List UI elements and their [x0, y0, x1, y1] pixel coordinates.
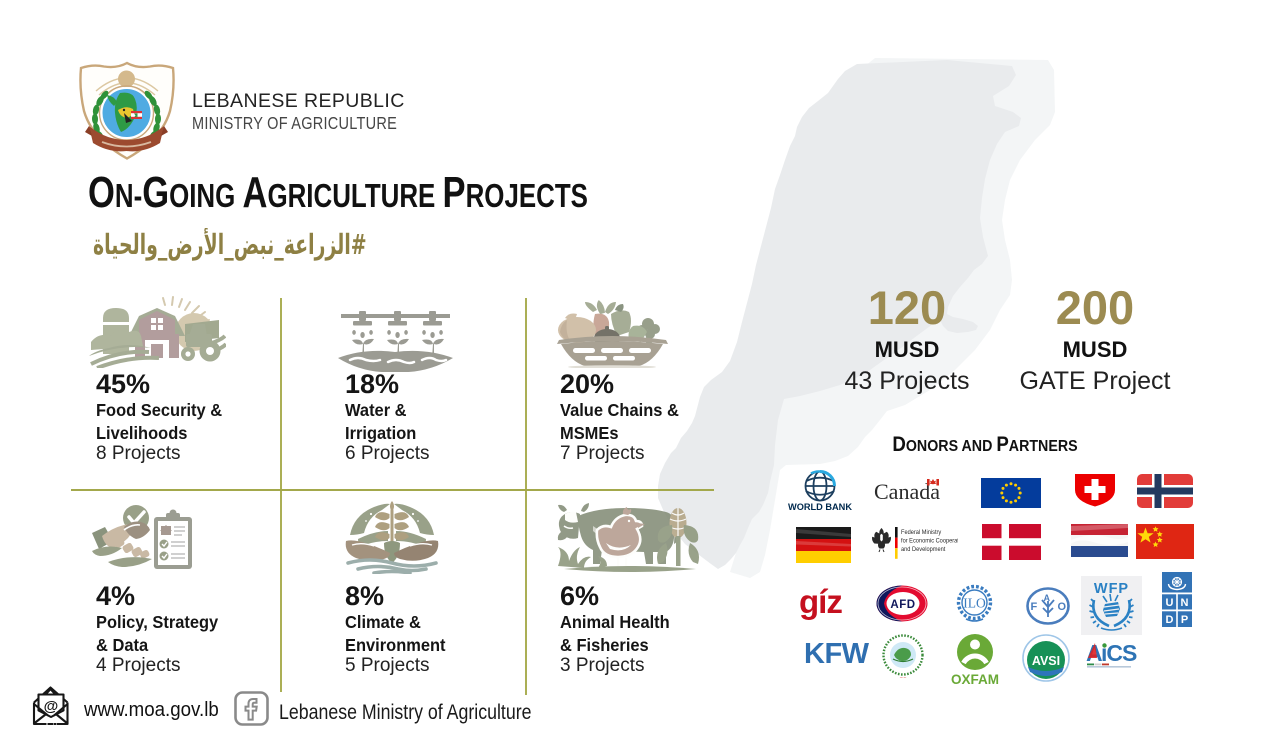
svg-text:P: P	[1181, 614, 1188, 626]
svg-text:WORLD BANK: WORLD BANK	[788, 502, 852, 512]
svg-text:AVSI: AVSI	[1032, 654, 1060, 668]
svg-text:Federal Ministry: Federal Ministry	[901, 530, 941, 536]
svg-text:iCS: iCS	[1101, 640, 1137, 666]
svg-text:U: U	[1166, 597, 1174, 609]
svg-text:N: N	[1181, 597, 1189, 609]
svg-text:ILO: ILO	[963, 596, 986, 611]
svg-text:F: F	[1031, 601, 1038, 613]
svg-text:@: @	[44, 698, 59, 715]
svg-text:O: O	[1058, 601, 1067, 613]
svg-text:WFP: WFP	[1094, 581, 1129, 597]
svg-text:Canada: Canada	[874, 479, 940, 504]
svg-text:OXFAM: OXFAM	[951, 672, 999, 686]
svg-text:.....: .....	[900, 674, 907, 680]
svg-text:AFD: AFD	[890, 599, 915, 611]
svg-text:and Development: and Development	[901, 547, 946, 553]
svg-text:D: D	[1166, 614, 1174, 626]
svg-text:for Economic Cooperation: for Economic Cooperation	[901, 538, 958, 544]
svg-text:A: A	[1044, 593, 1051, 603]
